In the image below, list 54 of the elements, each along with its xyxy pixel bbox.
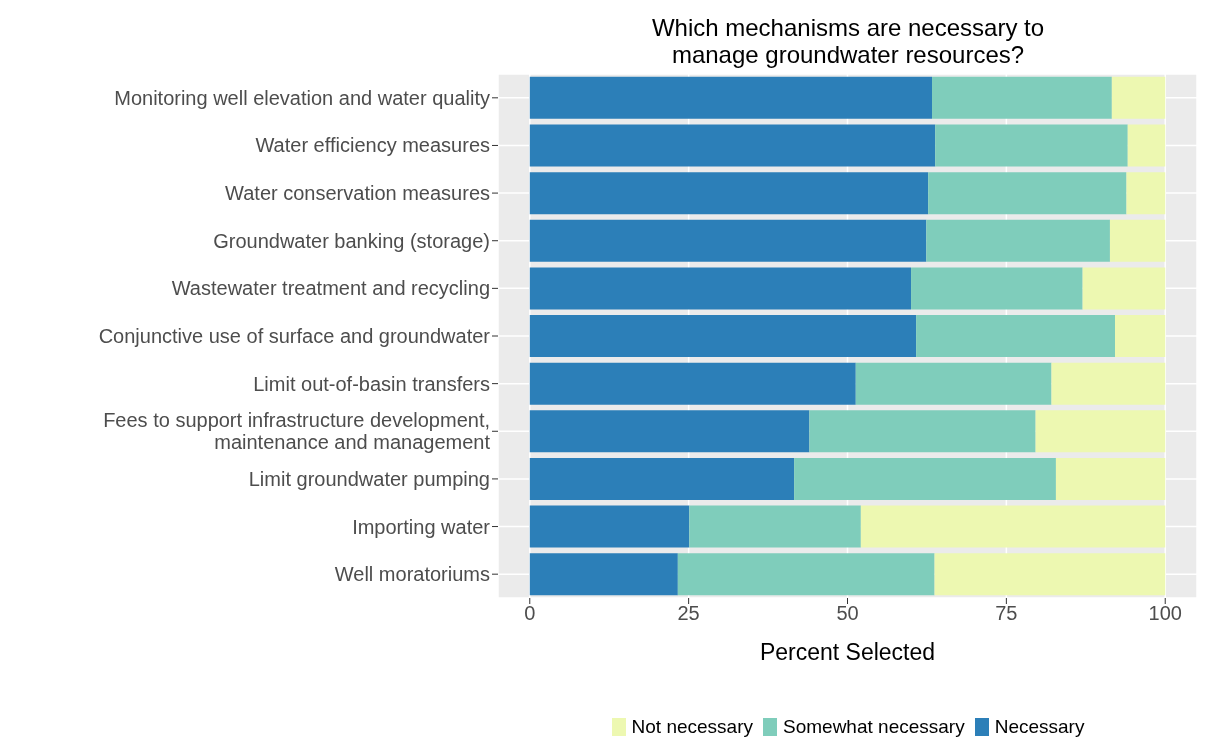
bar bbox=[932, 76, 1112, 119]
y-tick-label: Well moratoriums bbox=[334, 563, 490, 586]
y-tick-label: Water conservation measures bbox=[225, 182, 490, 205]
bar bbox=[1127, 124, 1166, 167]
bar bbox=[928, 172, 1127, 215]
bar bbox=[1082, 267, 1166, 310]
bar bbox=[529, 505, 690, 548]
bar bbox=[529, 553, 678, 596]
bar bbox=[529, 362, 856, 405]
bar bbox=[1115, 315, 1166, 358]
bar bbox=[529, 76, 933, 119]
bar bbox=[855, 362, 1052, 405]
bar bbox=[1051, 362, 1166, 405]
bar bbox=[794, 457, 1056, 500]
bar bbox=[529, 219, 927, 262]
bar bbox=[1111, 76, 1166, 119]
x-tick-label: 100 bbox=[1148, 602, 1182, 625]
x-axis-title: Percent Selected bbox=[759, 639, 936, 665]
bar bbox=[529, 457, 795, 500]
bar bbox=[1055, 457, 1166, 500]
y-tick-label: Importing water bbox=[352, 515, 491, 538]
bar bbox=[860, 505, 1166, 548]
bar bbox=[809, 410, 1036, 453]
bar bbox=[916, 315, 1116, 358]
bar bbox=[529, 172, 929, 215]
bar bbox=[529, 315, 917, 358]
x-tick-label: 75 bbox=[995, 602, 1018, 625]
legend-label: Necessary bbox=[994, 716, 1085, 738]
bar bbox=[926, 219, 1110, 262]
y-tick-label: Groundwater banking (storage) bbox=[213, 229, 490, 252]
bar bbox=[935, 124, 1128, 167]
x-tick-label: 50 bbox=[836, 602, 859, 625]
bar bbox=[911, 267, 1083, 310]
bar bbox=[529, 124, 936, 167]
bar bbox=[1035, 410, 1166, 453]
y-tick-label: Water efficiency measures bbox=[255, 134, 490, 157]
y-tick-label: Monitoring well elevation and water quality bbox=[114, 86, 490, 109]
x-tick-label: 0 bbox=[524, 602, 536, 625]
bar bbox=[1109, 219, 1166, 262]
legend-label: Not necessary bbox=[631, 716, 754, 738]
bar bbox=[689, 505, 861, 548]
y-tick-label: Limit out-of-basin transfers bbox=[253, 372, 490, 395]
y-tick-label: Wastewater treatment and recycling bbox=[171, 277, 490, 300]
bar bbox=[677, 553, 935, 596]
bar bbox=[529, 410, 810, 453]
x-tick-label: 25 bbox=[677, 602, 700, 625]
chart-title: Which mechanisms are necessary to manage groundwater resources? bbox=[650, 14, 1046, 68]
legend-label: Somewhat necessary bbox=[783, 716, 965, 738]
y-tick-label: Limit groundwater pumping bbox=[248, 467, 490, 490]
bar bbox=[1126, 172, 1166, 215]
y-tick-label: Conjunctive use of surface and groundwater bbox=[98, 325, 491, 347]
bar bbox=[934, 553, 1166, 596]
y-tick-label: Fees to support infrastructure development, maintenance and management bbox=[103, 409, 491, 454]
bar bbox=[529, 267, 912, 310]
